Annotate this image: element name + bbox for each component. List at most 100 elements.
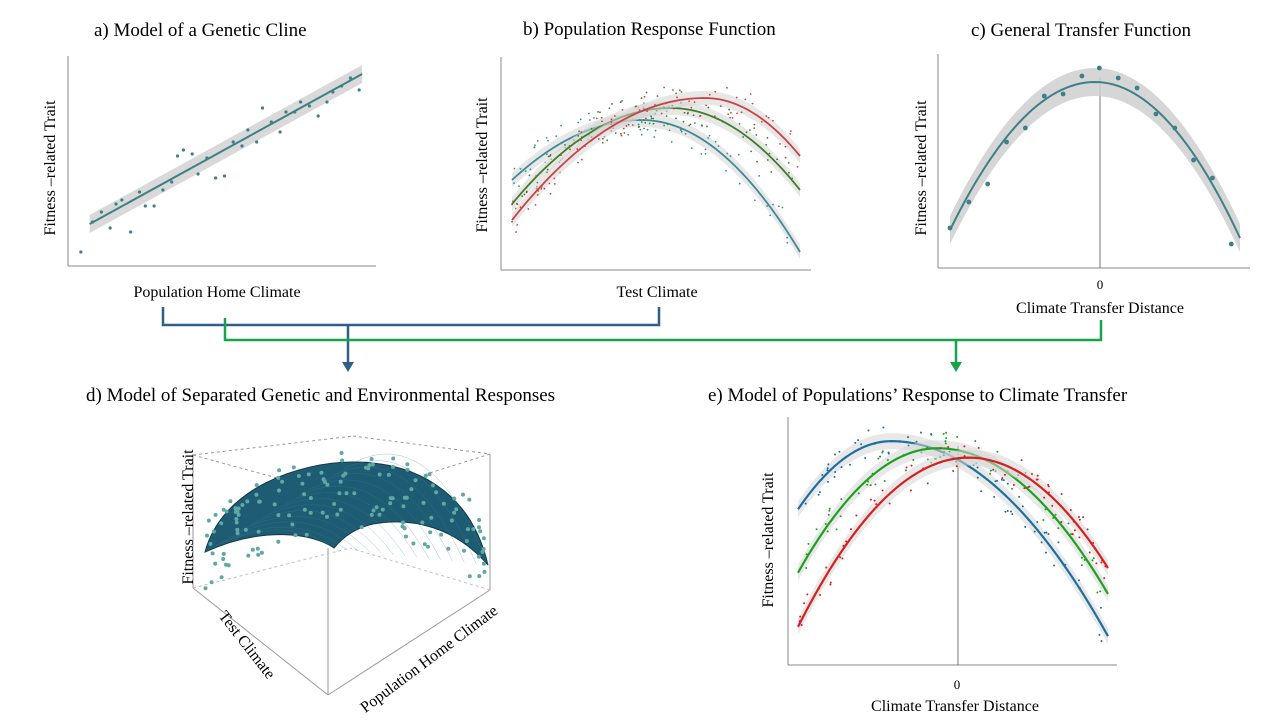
- panel-d-point: [421, 500, 426, 505]
- panel-e-point: [1003, 473, 1006, 476]
- panel-e-point: [873, 499, 876, 502]
- panel-e-point: [1057, 527, 1060, 530]
- panel-d-point: [454, 507, 459, 512]
- panel-e-point: [919, 431, 922, 434]
- panel-b-point: [528, 174, 531, 177]
- panel-e-point: [989, 472, 992, 475]
- panel-e-point: [833, 475, 836, 478]
- panel-e-point: [963, 445, 966, 448]
- panel-d-point: [325, 482, 330, 487]
- panel-d-point: [234, 517, 239, 521]
- panel-b-point: [768, 152, 771, 155]
- panel-d-point: [426, 544, 430, 549]
- panel-d-point: [481, 561, 486, 566]
- panel-e-point: [864, 457, 867, 460]
- panel-d-point: [272, 502, 277, 507]
- panel-e-point: [1080, 564, 1083, 567]
- panel-d-title: d) Model of Separated Genetic and Enviro…: [86, 385, 555, 406]
- panel-b-point: [738, 122, 741, 125]
- panel-d-point: [276, 475, 281, 480]
- panel-d-point: [236, 512, 241, 517]
- panel-b-point: [614, 132, 617, 134]
- panel-d-point: [338, 479, 343, 484]
- panel-b-point: [725, 169, 727, 172]
- panel-b-point: [620, 132, 622, 135]
- panel-b-point: [693, 101, 696, 103]
- panel-d-point: [302, 492, 307, 497]
- panel-d-point: [482, 569, 487, 574]
- panel-e-point: [905, 466, 908, 469]
- panel-e-point: [1092, 557, 1095, 560]
- panel-d-point: [371, 508, 376, 513]
- panel-e-point: [1051, 504, 1054, 507]
- panel-b-point: [787, 161, 790, 164]
- panel-b-point: [668, 129, 671, 132]
- panel-e-point: [826, 467, 829, 470]
- panel-b-point: [753, 127, 756, 130]
- panel-d-point: [338, 507, 343, 512]
- panel-b-curve-0: [511, 119, 801, 253]
- panel-e-point: [1011, 487, 1014, 490]
- arrowhead-to-d: [342, 362, 354, 372]
- panel-b-point: [796, 165, 799, 168]
- panel-e-point: [1045, 531, 1048, 534]
- panel-b-point: [623, 132, 626, 134]
- panel-b-point: [776, 158, 778, 161]
- panel-e-point: [1078, 518, 1081, 521]
- panel-e-point: [1054, 513, 1057, 516]
- panel-b-point: [645, 91, 648, 94]
- panel-d-point: [388, 501, 393, 506]
- panel-b-point: [534, 144, 536, 147]
- panel-b-point: [577, 161, 579, 164]
- panel-e-point: [993, 495, 996, 498]
- panel-e-point: [1024, 525, 1027, 528]
- panel-b-point: [699, 114, 702, 117]
- panel-e-point: [828, 507, 831, 510]
- panel-e-point: [1043, 496, 1046, 499]
- panel-e-point: [945, 431, 948, 434]
- panel-b-curve-2: [511, 97, 801, 221]
- panel-d-points: [203, 451, 487, 591]
- panel-d-point: [243, 527, 248, 532]
- panel-c-point: [1134, 85, 1140, 91]
- panel-b-point: [576, 148, 579, 150]
- panel-b-point: [767, 116, 770, 119]
- panel-e-point: [1021, 505, 1024, 508]
- panel-d-point: [221, 507, 226, 512]
- panel-d-point: [339, 451, 344, 455]
- panel-d-point: [439, 532, 444, 537]
- panel-e-point: [1057, 541, 1060, 544]
- panel-e-point: [944, 440, 947, 443]
- panel-e-point: [1088, 551, 1091, 554]
- panel-d-point: [321, 477, 326, 482]
- panel-b-point: [523, 193, 526, 196]
- panel-b-point: [753, 199, 756, 202]
- panel-d-point: [430, 483, 435, 488]
- panel-d-point: [304, 532, 309, 537]
- panel-e-point: [1018, 495, 1021, 498]
- panel-b-point: [707, 137, 710, 139]
- panel-e-point: [989, 469, 992, 472]
- panel-d-mesh-line: [297, 485, 429, 559]
- panel-b-point: [683, 111, 686, 114]
- panel-b-point: [580, 139, 583, 142]
- panel-d-point: [471, 527, 476, 532]
- panel-d-point: [203, 586, 208, 591]
- panel-b-point: [640, 133, 643, 136]
- panel-b-point: [653, 136, 656, 138]
- panel-a-fit-line: [89, 73, 363, 225]
- panel-d-point: [290, 522, 295, 527]
- panel-b-xlabel: Test Climate: [616, 284, 697, 301]
- panel-d-point: [332, 502, 337, 506]
- panel-d-point: [300, 481, 305, 486]
- panel-b-point: [749, 129, 751, 132]
- panel-d-point: [254, 492, 259, 497]
- panel-b-point: [610, 103, 613, 105]
- panel-e-point: [974, 440, 977, 443]
- panel-e-point: [840, 466, 843, 469]
- panel-d-point: [390, 496, 395, 501]
- panel-e-band-0: [798, 433, 1108, 645]
- panel-d-mesh-line: [320, 473, 453, 562]
- panel-b-point: [599, 111, 601, 114]
- panel-c-ylabel: Fitness –related Trait: [913, 100, 930, 236]
